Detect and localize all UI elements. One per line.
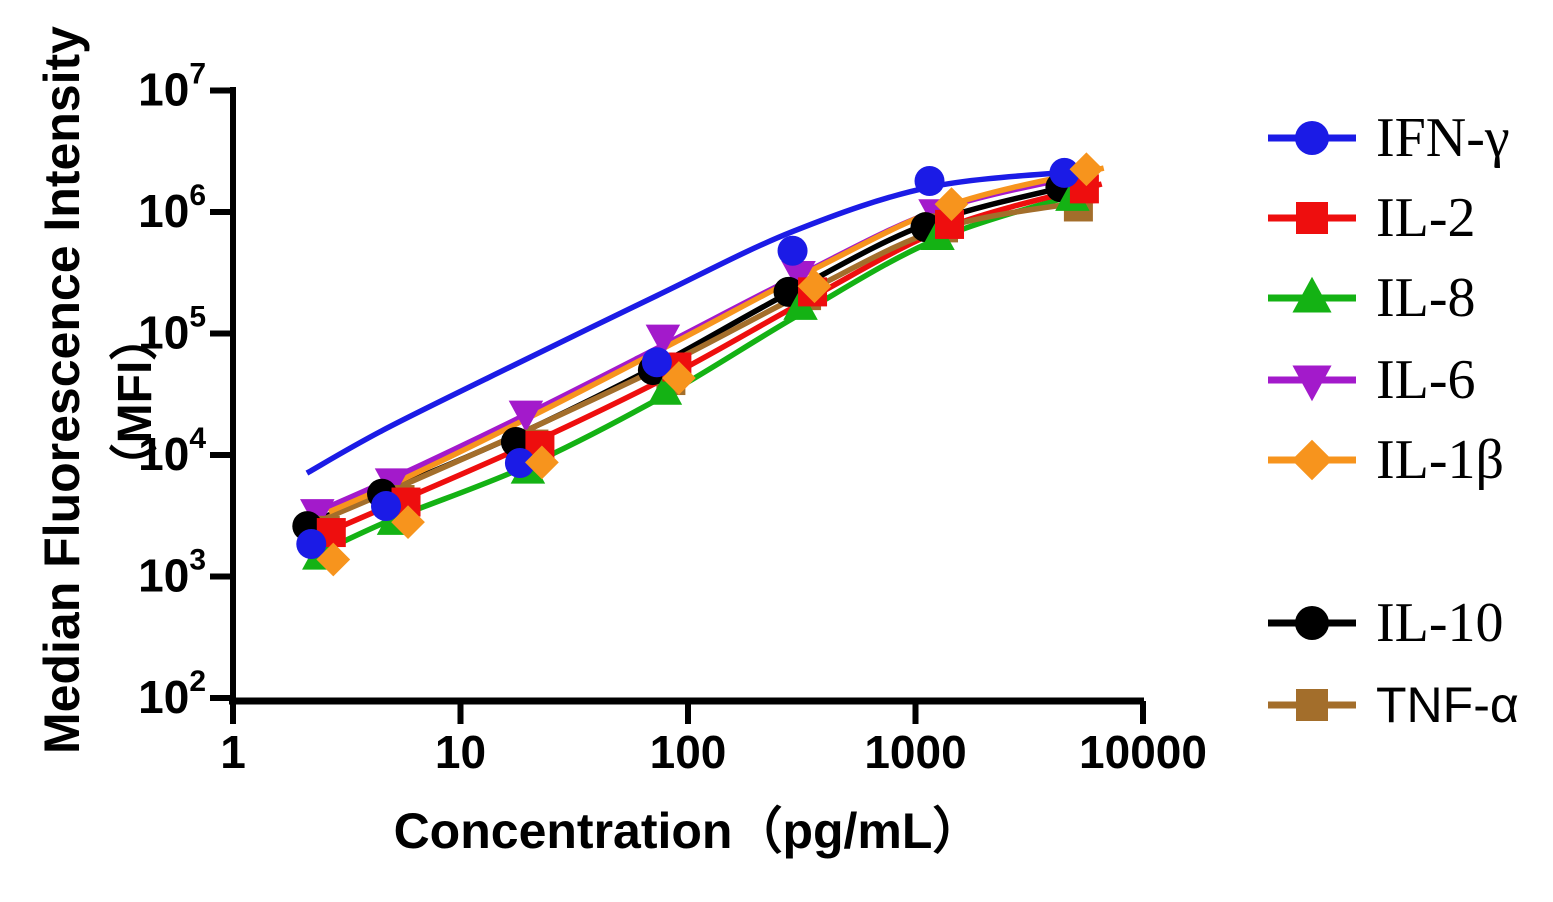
svg-text:100: 100 <box>650 726 727 778</box>
svg-text:102: 102 <box>138 665 206 723</box>
svg-text:10000: 10000 <box>1079 726 1207 778</box>
legend-item-il-6: IL-6 <box>1266 349 1476 411</box>
series-points-IL-1β <box>316 152 1104 577</box>
legend-item-il-1beta: IL-1β <box>1266 429 1504 491</box>
legend-item-ifn-gamma: IFN-γ <box>1266 107 1510 169</box>
legend-marker-square-brown <box>1266 680 1358 730</box>
legend-marker-circle-blue <box>1266 113 1358 163</box>
legend-item-il-8: IL-8 <box>1266 267 1476 329</box>
series-points-IFN-γ <box>296 157 1080 560</box>
legend-marker-circle-black <box>1266 598 1358 648</box>
legend-label: IL-1β <box>1376 429 1504 491</box>
legend-marker-triangle-down-purple <box>1266 355 1358 405</box>
legend-label: IL-6 <box>1376 349 1476 411</box>
y-axis-title: Median Fluorescence Intensity <box>34 26 90 754</box>
svg-text:10: 10 <box>435 726 486 778</box>
svg-text:103: 103 <box>138 544 206 602</box>
legend-item-tnf-alpha: TNF-α <box>1266 680 1519 730</box>
legend-label: TNF-α <box>1376 677 1519 733</box>
fit-curves <box>301 165 1105 558</box>
series-points-IL-2 <box>316 174 1099 548</box>
fit-curve-IL-2 <box>325 181 1103 536</box>
legend-item-il-10: IL-10 <box>1266 592 1504 654</box>
legend-marker-diamond-orange <box>1266 435 1358 485</box>
legend-label: IL-2 <box>1376 187 1476 249</box>
legend-label: IL-8 <box>1376 267 1476 329</box>
svg-text:107: 107 <box>138 58 206 116</box>
fit-curve-IL-8 <box>313 187 1091 558</box>
y-axis-title-units: （MFI） <box>109 312 162 492</box>
x-ticks: 1 10 100 1000 10000 <box>220 701 1207 778</box>
legend-marker-square-red <box>1266 193 1358 243</box>
svg-text:1000: 1000 <box>864 726 966 778</box>
legend-label: IFN-γ <box>1376 107 1510 169</box>
x-axis-title: Concentration（pg/mL） <box>393 803 983 859</box>
svg-text:1: 1 <box>220 726 246 778</box>
legend-marker-triangle-green <box>1266 273 1358 323</box>
legend-label: IL-10 <box>1376 592 1504 654</box>
svg-text:106: 106 <box>138 179 206 237</box>
legend-item-il-2: IL-2 <box>1266 187 1476 249</box>
series-points-TNF-α <box>310 192 1093 545</box>
fit-curve-TNF-α <box>319 197 1097 523</box>
